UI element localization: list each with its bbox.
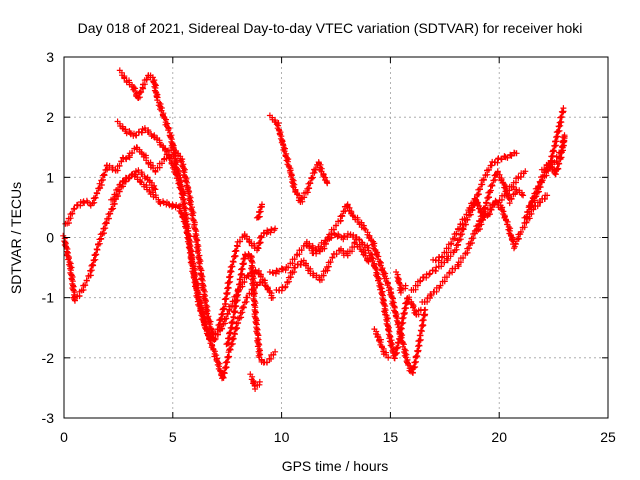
series-markers (247, 371, 263, 392)
series-markers (538, 132, 568, 178)
series-19 (473, 168, 529, 233)
series-markers (108, 167, 159, 203)
series-markers (223, 250, 279, 366)
y-tick-label: 2 (46, 109, 54, 125)
chart-title: Day 018 of 2021, Sidereal Day-to-day VTE… (78, 20, 583, 36)
series-22 (538, 132, 568, 178)
y-tick-label: 0 (46, 230, 54, 246)
series-markers (253, 201, 265, 221)
series-13 (362, 226, 429, 376)
x-axis-label: GPS time / hours (282, 458, 389, 474)
series-markers (114, 118, 187, 199)
series-5 (108, 167, 159, 203)
grid-lines (64, 57, 608, 418)
series-markers (362, 226, 429, 376)
series-markers (393, 269, 409, 296)
series-markers (266, 112, 331, 205)
series-9 (266, 112, 331, 205)
x-tick-label: 25 (600, 429, 616, 445)
series-14 (371, 326, 392, 361)
series-8 (253, 201, 265, 221)
series-markers (408, 149, 520, 293)
data-points (60, 67, 568, 392)
y-tick-label: -3 (42, 410, 55, 426)
y-tick-label: -2 (42, 350, 55, 366)
series-markers (473, 168, 529, 233)
x-tick-label: 10 (274, 429, 290, 445)
series-7 (247, 371, 263, 392)
x-tick-label: 5 (169, 429, 177, 445)
y-tick-label: 3 (46, 49, 54, 65)
y-tick-label: -1 (42, 290, 55, 306)
series-6 (223, 250, 279, 366)
series-markers (371, 326, 392, 361)
x-tick-label: 15 (383, 429, 399, 445)
series-markers (273, 239, 372, 294)
series-4 (114, 118, 187, 199)
series-12 (303, 230, 424, 362)
series-markers (303, 230, 424, 362)
series-15 (393, 269, 409, 296)
x-tick-label: 20 (491, 429, 507, 445)
series-16 (408, 149, 520, 293)
y-axis-label: SDTVAR / TECUs (8, 182, 24, 294)
y-tick-label: 1 (46, 169, 54, 185)
axis-ticks: 0 5 10 15 20 25 -3 -2 -1 0 1 2 3 (42, 49, 616, 445)
x-tick-label: 0 (60, 429, 68, 445)
series-11 (273, 239, 372, 294)
